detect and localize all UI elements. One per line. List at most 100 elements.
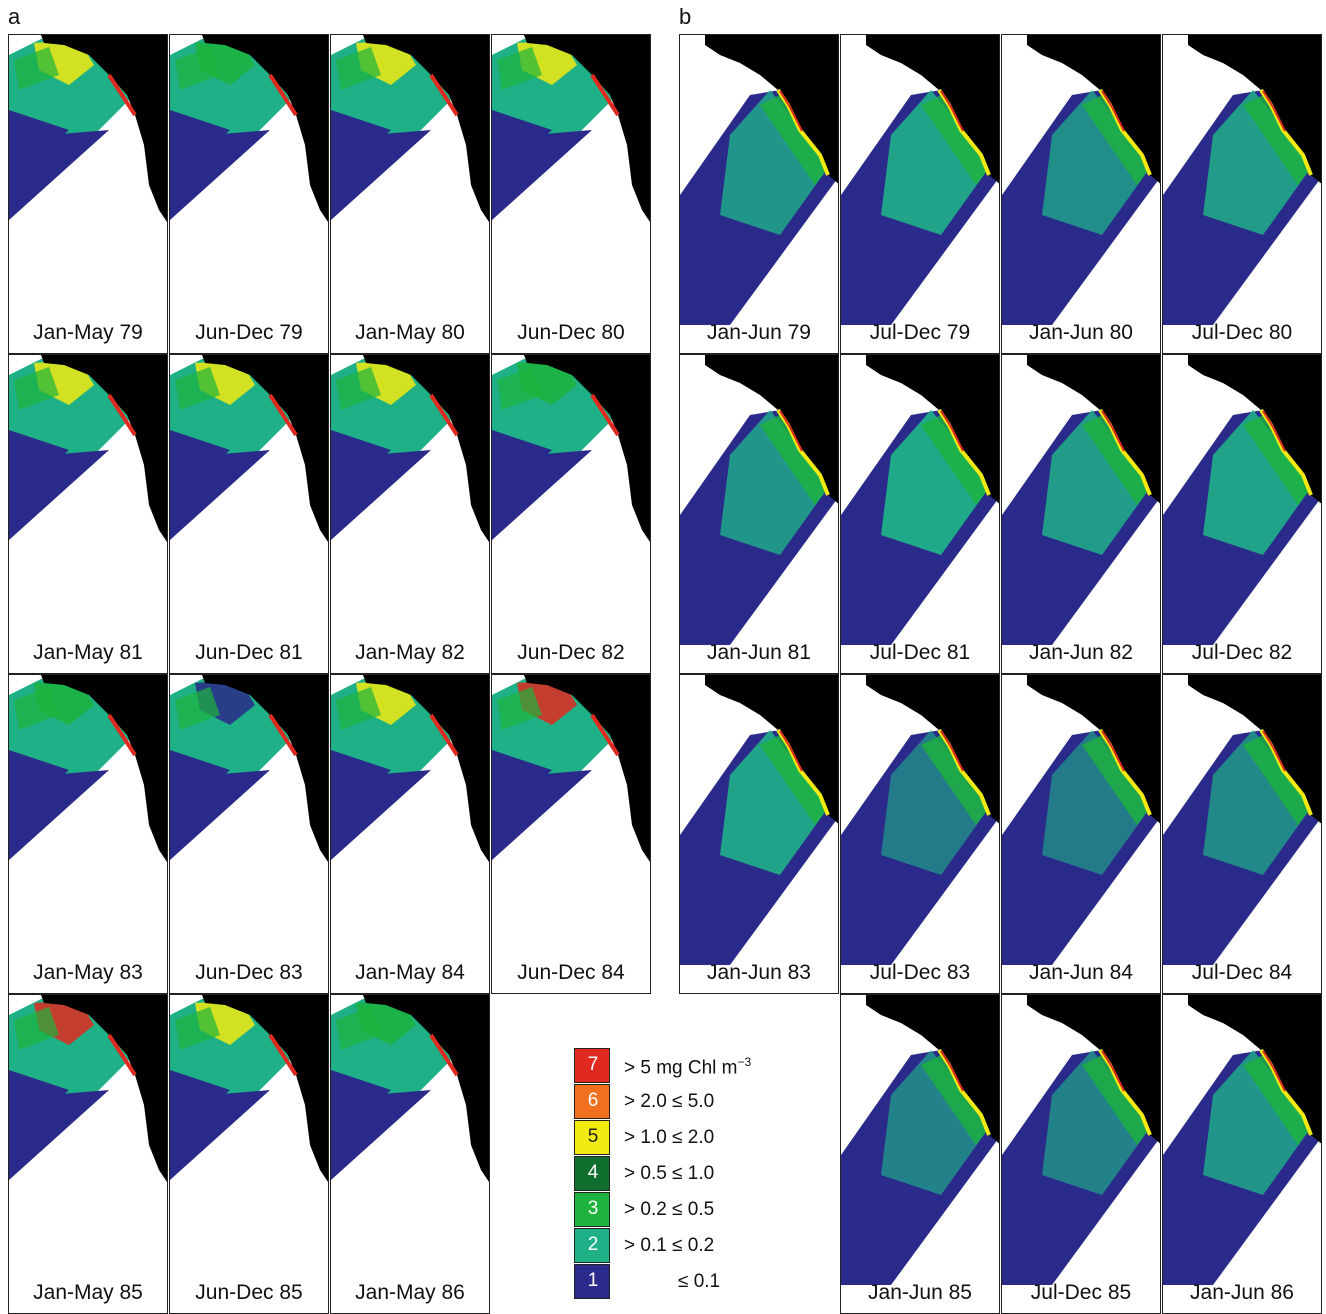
coast-land <box>705 675 838 824</box>
legend-item: 1 ≤ 0.1 <box>574 1264 774 1300</box>
map-caption: Jan-Jun 82 <box>1029 641 1133 664</box>
legend-range-label: > 0.2 ≤ 0.5 <box>624 1199 714 1221</box>
chlorophyll-map-image <box>841 995 999 1285</box>
legend-item: 3 > 0.2 ≤ 0.5 <box>574 1192 774 1228</box>
coast-land <box>1027 355 1160 504</box>
panel-a-label: a <box>8 4 21 29</box>
panel-a-map-panel: Jun-Dec 79 <box>169 34 329 354</box>
legend-swatch: 1 <box>574 1264 610 1299</box>
legend-range-text: > 0.5 ≤ 1.0 <box>624 1163 715 1184</box>
coast-land <box>524 35 650 222</box>
panel-a-map-panel: Jun-Dec 82 <box>491 354 651 674</box>
legend-swatch: 2 <box>574 1228 610 1263</box>
legend-range-label: > 1.0 ≤ 2.0 <box>624 1127 714 1149</box>
panel-b-label: b <box>679 4 692 29</box>
chlorophyll-map-image <box>9 995 167 1182</box>
map-caption: Jan-May 85 <box>33 1281 143 1304</box>
panel-b-map-panel: Jan-Jun 81 <box>679 354 839 674</box>
legend-item: 6 > 2.0 ≤ 5.0 <box>574 1084 774 1120</box>
legend-range-label: > 2.0 ≤ 5.0 <box>624 1091 714 1113</box>
panel-b-map-panel: Jul-Dec 80 <box>1162 34 1322 354</box>
chlorophyll-map-image <box>841 35 999 325</box>
map-caption: Jul-Dec 83 <box>869 961 971 984</box>
legend-range-label: > 0.1 ≤ 0.2 <box>624 1235 714 1257</box>
map-caption: Jun-Dec 80 <box>517 321 625 344</box>
legend-swatch: 7 <box>574 1048 610 1083</box>
chlorophyll-map-image <box>841 355 999 645</box>
legend-item: 5 > 1.0 ≤ 2.0 <box>574 1120 774 1156</box>
panel-a-map-panel: Jan-May 82 <box>330 354 490 674</box>
coast-land <box>41 35 167 222</box>
coast-land <box>1027 995 1160 1144</box>
legend-range-label: ≤ 0.1 <box>678 1271 720 1293</box>
coast-land <box>202 995 328 1182</box>
map-caption: Jan-Jun 85 <box>868 1281 972 1304</box>
chlorophyll-map-image <box>170 355 328 542</box>
panel-b-map-panel: Jan-Jun 82 <box>1001 354 1161 674</box>
coast-land <box>202 355 328 542</box>
coast-land <box>202 35 328 222</box>
chlorophyll-map-image <box>1163 35 1321 325</box>
chlorophyll-map-image <box>841 675 999 965</box>
panel-b-map-panel: Jul-Dec 81 <box>840 354 1000 674</box>
map-caption: Jan-Jun 79 <box>707 321 811 344</box>
legend-range-label: > 5 mg Chl m−3 <box>624 1055 751 1079</box>
legend-range-label: > 0.5 ≤ 1.0 <box>624 1163 714 1185</box>
coast-land <box>41 675 167 862</box>
panel-b-map-panel: Jul-Dec 84 <box>1162 674 1322 994</box>
coast-land <box>41 995 167 1182</box>
map-caption: Jan-May 80 <box>355 321 465 344</box>
coast-land <box>524 355 650 542</box>
panel-b-map-panel: Jan-Jun 86 <box>1162 994 1322 1314</box>
chlorophyll-map-image <box>1002 995 1160 1285</box>
legend-class-number: 1 <box>587 1270 599 1291</box>
chlorophyll-map-image <box>1163 355 1321 645</box>
chlorophyll-map-image <box>331 35 489 222</box>
legend-swatch: 5 <box>574 1120 610 1155</box>
panel-b-map-panel: Jan-Jun 80 <box>1001 34 1161 354</box>
chlorophyll-map-image <box>170 995 328 1182</box>
map-caption: Jul-Dec 85 <box>1030 1281 1132 1304</box>
legend-swatch: 3 <box>574 1192 610 1227</box>
chlorophyll-map-image <box>492 675 650 862</box>
panel-b-map-panel: Jul-Dec 85 <box>1001 994 1161 1314</box>
chlorophyll-map-image <box>492 35 650 222</box>
legend-range-text: > 0.1 ≤ 0.2 <box>624 1235 715 1256</box>
coast-land <box>363 355 489 542</box>
coast-land <box>866 675 999 824</box>
coast-land <box>866 995 999 1144</box>
coast-land <box>1188 35 1321 184</box>
legend-range-text: > 5 mg Chl m <box>624 1057 738 1079</box>
coast-land <box>866 355 999 504</box>
map-caption: Jun-Dec 79 <box>195 321 303 344</box>
chlorophyll-map-image <box>1002 35 1160 325</box>
chlorophyll-map-image <box>170 35 328 222</box>
map-caption: Jul-Dec 79 <box>869 321 971 344</box>
legend-item: 4 > 0.5 ≤ 1.0 <box>574 1156 774 1192</box>
map-caption: Jan-May 82 <box>355 641 465 664</box>
map-caption: Jan-May 83 <box>33 961 143 984</box>
chlorophyll-map-image <box>331 355 489 542</box>
map-caption: Jan-May 84 <box>355 961 465 984</box>
legend-class-number: 5 <box>587 1126 599 1147</box>
panel-a-map-panel: Jan-May 81 <box>8 354 168 674</box>
coast-land <box>363 35 489 222</box>
legend-swatch: 4 <box>574 1156 610 1191</box>
chlorophyll-map-image <box>1002 675 1160 965</box>
panel-b-map-panel: Jan-Jun 79 <box>679 34 839 354</box>
map-caption: Jul-Dec 82 <box>1191 641 1293 664</box>
coast-land <box>1188 355 1321 504</box>
legend-range-text: ≤ 0.1 <box>678 1271 721 1292</box>
map-caption: Jan-Jun 81 <box>707 641 811 664</box>
panel-a-map-panel: Jan-May 86 <box>330 994 490 1314</box>
chlorophyll-map-image <box>492 355 650 542</box>
legend-class-number: 6 <box>587 1090 599 1111</box>
coast-land <box>705 355 838 504</box>
legend-range-text: > 2.0 ≤ 5.0 <box>624 1091 715 1112</box>
coast-land <box>202 675 328 862</box>
map-caption: Jul-Dec 81 <box>869 641 971 664</box>
panel-a-map-panel: Jan-May 80 <box>330 34 490 354</box>
legend-unit-exponent: −3 <box>737 1055 752 1069</box>
map-caption: Jan-Jun 80 <box>1029 321 1133 344</box>
coast-land <box>866 35 999 184</box>
